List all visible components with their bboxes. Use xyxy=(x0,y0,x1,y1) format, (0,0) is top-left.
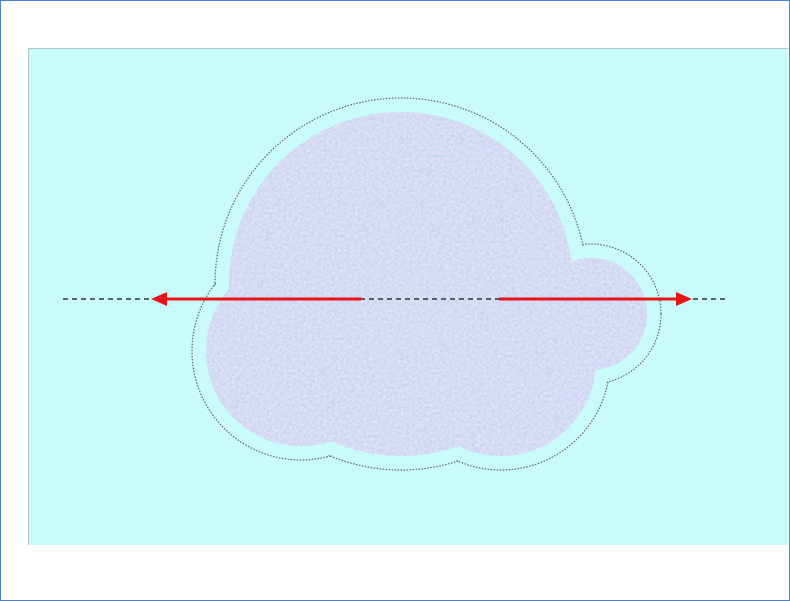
canvas xyxy=(1,1,789,600)
screenshot xyxy=(0,0,790,601)
